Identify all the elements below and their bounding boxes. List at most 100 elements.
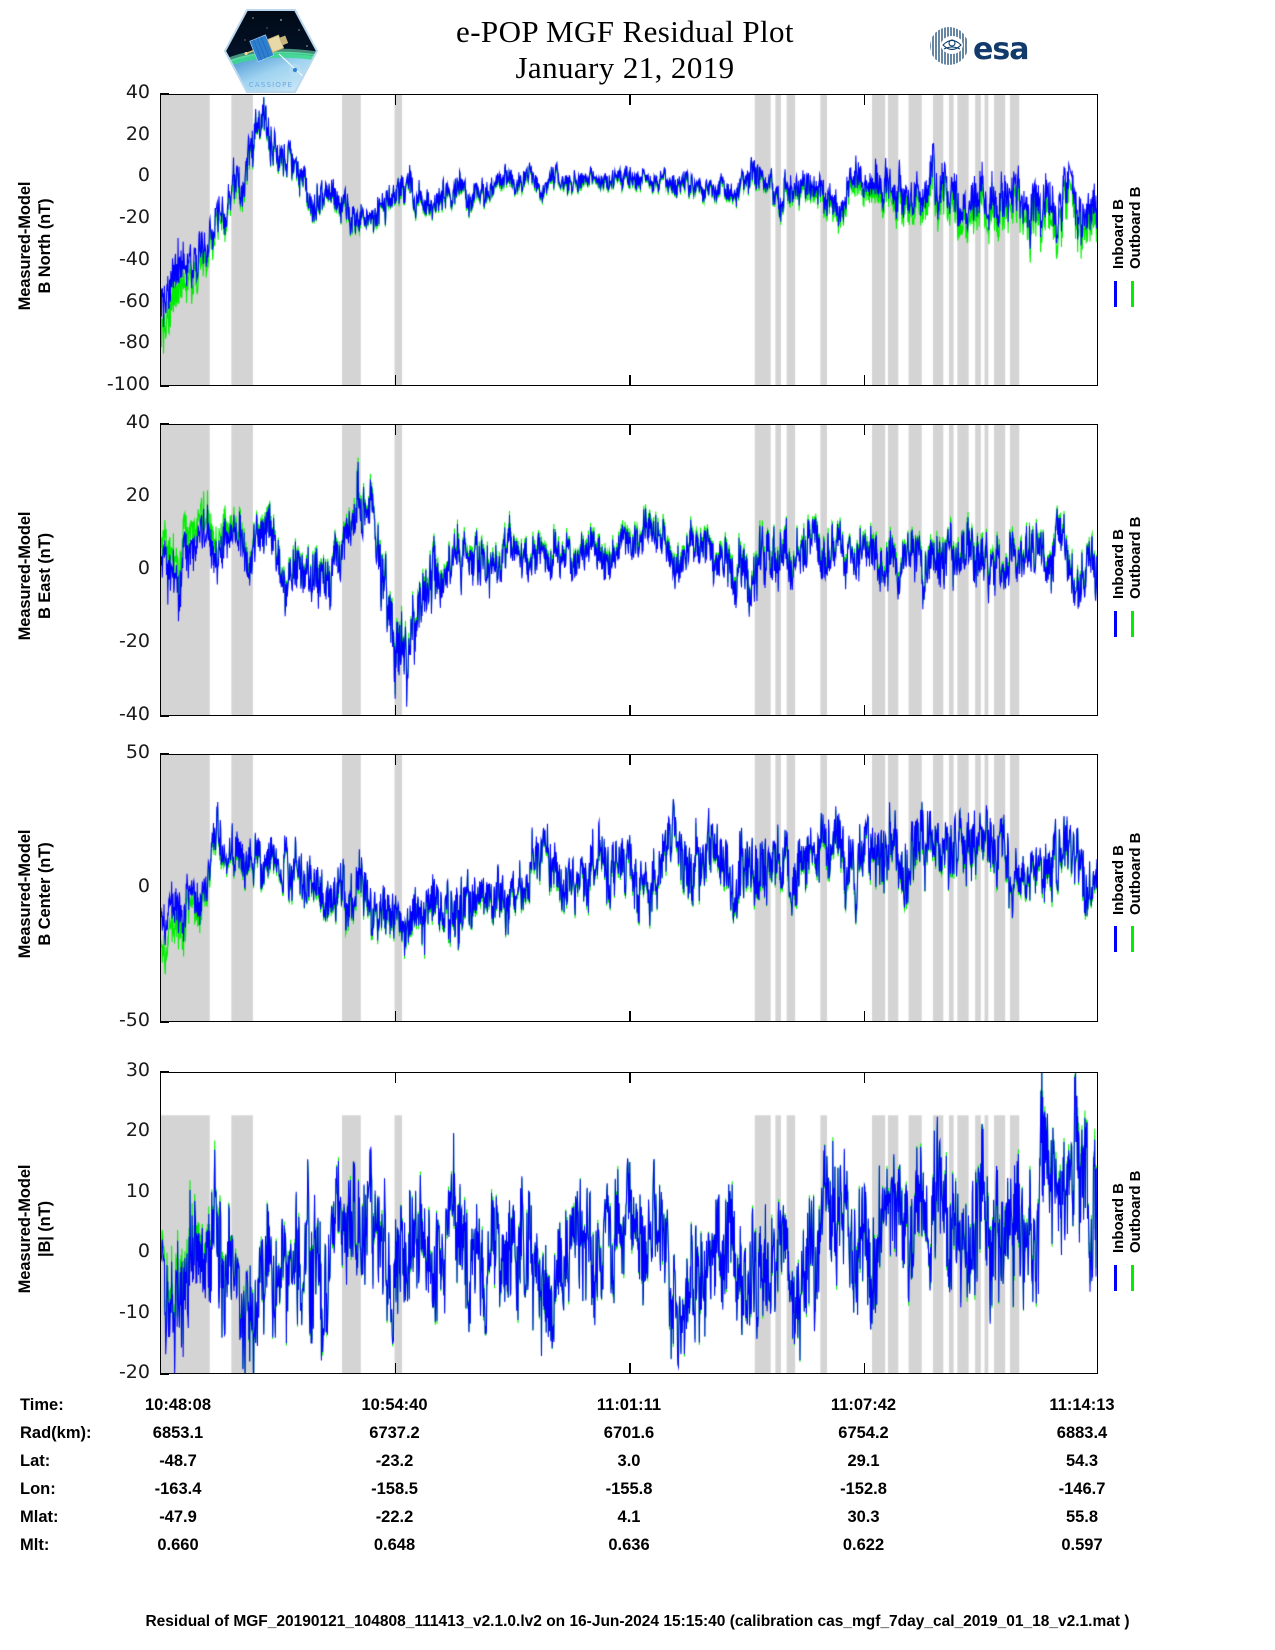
legend-swatch-outboard (1131, 610, 1134, 637)
panel-b-magnitude: Measured-Model |B| (nT) 30 20 10 0 -10 -20 Inboa… (0, 1059, 1275, 1383)
plot-area-b-magnitude[interactable] (160, 1072, 1098, 1374)
table-cell: -163.4 (154, 1480, 202, 1498)
table-row-key: Rad(km): (20, 1424, 92, 1442)
y-tick-label: 0 (137, 1240, 150, 1263)
footer-provenance-text: Residual of MGF_20190121_104808_111413_v… (145, 1613, 1130, 1630)
y-tick-label: 40 (125, 81, 150, 103)
y-axis-label-line1: Measured-Model (16, 181, 34, 311)
timeseries-canvas-b-north (161, 95, 1097, 385)
y-tick-label: -40 (118, 247, 150, 270)
legend-swatch-inboard (1114, 610, 1117, 637)
panel-b-east: Measured-Model B East (nT) 40 20 0 -20 -40 Inbo… (0, 411, 1275, 725)
x-tick-mark-bottom (863, 1363, 866, 1374)
table-cell: -48.7 (159, 1452, 197, 1470)
plot-area-b-center[interactable] (160, 754, 1098, 1022)
legend-label-outboard: Outboard B (1127, 1170, 1144, 1254)
y-axis-label-line1: Measured-Model (16, 1164, 34, 1294)
y-axis-label-b-east: Measured-Model B East (nT) (15, 476, 55, 676)
table-cell: 29.1 (847, 1452, 880, 1470)
legend-swatch-outboard (1131, 280, 1134, 307)
y-tick-label: 50 (125, 741, 150, 763)
y-tick-label: 40 (125, 411, 150, 433)
y-tick-label: -60 (118, 289, 150, 312)
table-cell: -23.2 (375, 1452, 414, 1470)
table-row-key: Time: (20, 1396, 64, 1414)
legend-swatch-inboard (1114, 1265, 1117, 1292)
y-tick-label: -80 (118, 331, 150, 354)
legend-label-outboard: Outboard B (1127, 832, 1144, 915)
y-axis-label-line2: |B| (nT) (36, 1200, 54, 1258)
x-tick-mark-top (863, 424, 866, 435)
x-tick-mark-bottom (863, 375, 866, 386)
x-tick-mark-top (863, 754, 866, 765)
legend-b-north: Inboard B Outboard B (1104, 94, 1224, 386)
x-tick-mark-top (863, 1072, 866, 1083)
page-header: CASSIOPE e-POP MGF Residual Plot January… (0, 0, 1275, 96)
y-tick-label: 30 (125, 1059, 150, 1081)
legend-swatch-inboard (1114, 280, 1117, 307)
x-tick-mark-top (629, 1072, 631, 1083)
legend-b-center: Inboard B Outboard B (1104, 754, 1224, 1022)
panel-b-center: Measured-Model B Center (nT) 50 0 -50 Inboard… (0, 741, 1275, 1031)
table-row: Rad(km): 6853.1 6737.2 6701.6 6754.2 6883.4 (0, 1424, 1275, 1450)
y-tick-label: -20 (118, 206, 150, 229)
table-cell: 6754.2 (838, 1424, 889, 1442)
table-cell: 6883.4 (1056, 1424, 1108, 1442)
y-tick-label: -40 (118, 703, 150, 725)
timeseries-canvas-b-magnitude (161, 1073, 1097, 1373)
table-cell: -146.7 (1058, 1480, 1106, 1498)
y-axis-label-b-north: Measured-Model B North (nT) (15, 146, 55, 346)
table-cell: -22.2 (375, 1508, 414, 1526)
table-row-key: Lat: (20, 1452, 51, 1470)
y-tick-label: -20 (118, 1361, 150, 1383)
table-cell: 0.648 (373, 1536, 416, 1554)
y-axis-label-line2: B Center (nT) (36, 842, 54, 946)
x-tick-mark-bottom (394, 375, 397, 386)
table-row: Time: 10:48:08 10:54:40 11:01:11 11:07:42 11:… (0, 1396, 1275, 1422)
legend-label-inboard: Inboard B (1110, 1183, 1127, 1254)
y-tick-label: -20 (118, 630, 150, 652)
y-axis-label-line1: Measured-Model (16, 829, 34, 959)
table-cell: 11:07:42 (830, 1396, 897, 1414)
table-row-key: Mlat: (20, 1508, 59, 1526)
y-tick-label: 20 (125, 1119, 150, 1142)
legend-label-inboard: Inboard B (1110, 199, 1127, 270)
x-tick-mark-bottom (629, 1363, 631, 1374)
plot-area-b-east[interactable] (160, 424, 1098, 716)
y-tick-label: 20 (125, 484, 150, 506)
table-row: Lon: -163.4 -158.5 -155.8 -152.8 -146.7 (0, 1480, 1275, 1506)
table-row-key: Lon: (20, 1480, 56, 1498)
svg-text:CASSIOPE: CASSIOPE (249, 81, 293, 89)
table-row: Mlat: -47.9 -22.2 4.1 30.3 55.8 (0, 1508, 1275, 1534)
x-tick-mark-top (629, 754, 631, 765)
legend-swatch-inboard (1114, 925, 1117, 952)
y-tick-label: 0 (137, 875, 150, 897)
table-cell: -152.8 (840, 1480, 887, 1498)
table-cell: 55.8 (1065, 1508, 1099, 1526)
y-tick-label: -50 (118, 1009, 150, 1031)
table-cell: 11:14:13 (1049, 1396, 1115, 1414)
y-tick-label: 10 (125, 1179, 150, 1202)
x-tick-mark-bottom (629, 1011, 631, 1022)
x-tick-mark-bottom (863, 1011, 866, 1022)
legend-swatch-outboard (1131, 925, 1134, 952)
legend-b-magnitude: Inboard B Outboard B (1104, 1072, 1224, 1374)
plot-area-b-north[interactable] (160, 94, 1098, 386)
y-axis-label-line2: B North (nT) (36, 198, 54, 294)
legend-b-east: Inboard B Outboard B (1104, 424, 1224, 716)
y-tick-label: 0 (137, 557, 150, 579)
y-axis-label-line1: Measured-Model (16, 511, 34, 641)
x-tick-mark-bottom (629, 705, 631, 716)
title-primary: e-POP MGF Residual Plot (456, 14, 794, 49)
x-tick-mark-bottom (863, 705, 866, 716)
table-row: Mlt: 0.660 0.648 0.636 0.622 0.597 (0, 1536, 1275, 1562)
table-cell: -47.9 (159, 1508, 197, 1526)
cassiope-mission-patch-icon: CASSIOPE (223, 6, 319, 96)
x-tick-mark-bottom (629, 375, 631, 386)
table-cell: 3.0 (617, 1452, 641, 1470)
title-date: January 21, 2019 (515, 49, 735, 85)
x-tick-mark-top (394, 424, 397, 435)
legend-swatch-outboard (1131, 1265, 1134, 1292)
table-cell: 0.597 (1061, 1536, 1103, 1554)
